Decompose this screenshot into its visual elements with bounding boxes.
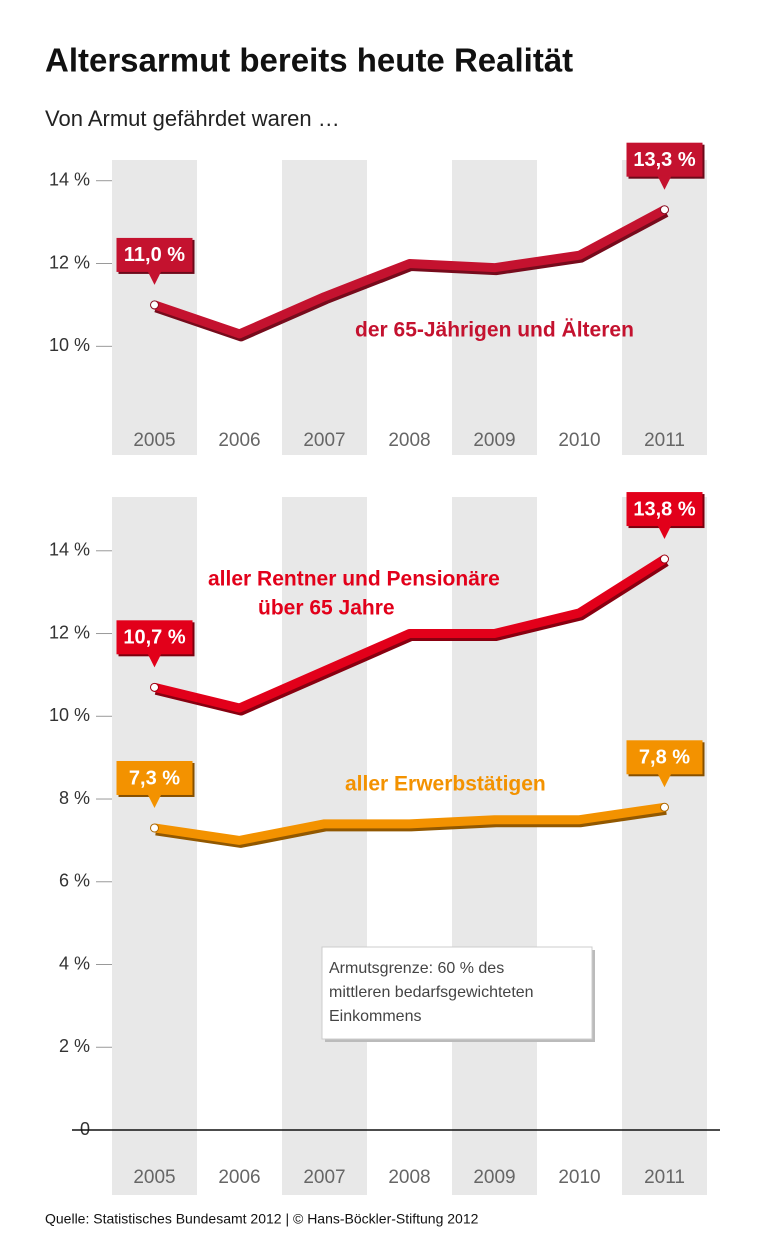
series-line — [153, 802, 666, 845]
value-label: 13,8 % — [633, 498, 695, 520]
x-tick-label: 2009 — [473, 430, 515, 451]
column-shade — [622, 160, 707, 455]
y-tick-label: 4 % — [59, 953, 90, 973]
callout-box — [626, 740, 703, 775]
y-tick-label: 8 % — [59, 788, 90, 808]
point — [660, 802, 669, 812]
y-tick-label: 2 % — [59, 1036, 90, 1056]
callout-pointer — [147, 270, 162, 285]
x-tick-label: 2006 — [218, 1167, 260, 1188]
x-tick-label: 2009 — [473, 1167, 515, 1188]
y-tick-label: 12 % — [49, 252, 90, 272]
x-tick-label: 2007 — [303, 1167, 345, 1188]
series-line — [153, 205, 667, 339]
note-text: Einkommens — [329, 1008, 421, 1025]
x-tick-label: 2006 — [218, 430, 260, 451]
callout-pointer — [147, 793, 162, 808]
series-label: der 65-Jährigen und Älteren — [355, 319, 634, 342]
column-shade — [112, 497, 197, 1195]
column-shade — [622, 497, 707, 1195]
point — [150, 300, 159, 310]
callout-pointer — [657, 525, 672, 540]
column-shade — [452, 160, 537, 455]
y-tick-label: 12 % — [49, 622, 90, 642]
value-label: 13,3 % — [633, 149, 695, 171]
callout-pointer — [657, 175, 672, 190]
note-text: mittleren bedarfsgewichteten — [329, 984, 534, 1001]
point — [660, 205, 669, 215]
value-label: 7,8 % — [639, 747, 690, 769]
x-tick-label: 2011 — [644, 1167, 685, 1188]
series-label: aller Erwerbstätigen — [345, 773, 546, 796]
y-tick-label: 14 % — [49, 169, 90, 189]
x-tick-label: 2005 — [133, 430, 175, 451]
x-tick-label: 2011 — [644, 430, 685, 451]
y-tick-label: 10 % — [49, 705, 90, 725]
callout-box — [116, 620, 193, 655]
chart-title: Altersarmut bereits heute Realität — [45, 42, 573, 79]
x-tick-label: 2005 — [133, 1167, 175, 1188]
x-tick-label: 2007 — [303, 430, 345, 451]
callout-box — [116, 760, 193, 795]
callout-box — [116, 237, 193, 272]
value-label: 11,0 % — [124, 244, 185, 266]
chart-subtitle: Von Armut gefährdet waren … — [45, 106, 340, 131]
point — [150, 682, 159, 692]
note-box — [321, 946, 593, 1040]
x-tick-label: 2008 — [388, 1167, 430, 1188]
x-tick-label: 2008 — [388, 430, 430, 451]
series-line — [153, 555, 667, 713]
y-tick-label: 6 % — [59, 871, 90, 891]
y-tick-label: 0 — [80, 1119, 90, 1139]
callout-pointer — [147, 653, 162, 668]
source: Quelle: Statistisches Bundesamt 2012 | ©… — [45, 1211, 479, 1227]
y-tick-label: 14 % — [49, 540, 90, 560]
x-tick-label: 2010 — [558, 430, 600, 451]
value-label: 10,7 % — [123, 627, 185, 649]
y-tick-label: 10 % — [49, 335, 90, 355]
callout-box — [626, 492, 703, 527]
series-label: über 65 Jahre — [258, 597, 395, 620]
note-text: Armutsgrenze: 60 % des — [329, 960, 504, 977]
callout-box — [626, 142, 703, 177]
point — [660, 554, 669, 564]
point — [150, 823, 159, 833]
series-label: aller Rentner und Pensionäre — [208, 568, 500, 591]
column-shade — [452, 497, 537, 1195]
callout-pointer — [657, 773, 672, 788]
x-tick-label: 2010 — [558, 1167, 600, 1188]
column-shade — [282, 497, 367, 1195]
value-label: 7,3 % — [129, 767, 180, 789]
